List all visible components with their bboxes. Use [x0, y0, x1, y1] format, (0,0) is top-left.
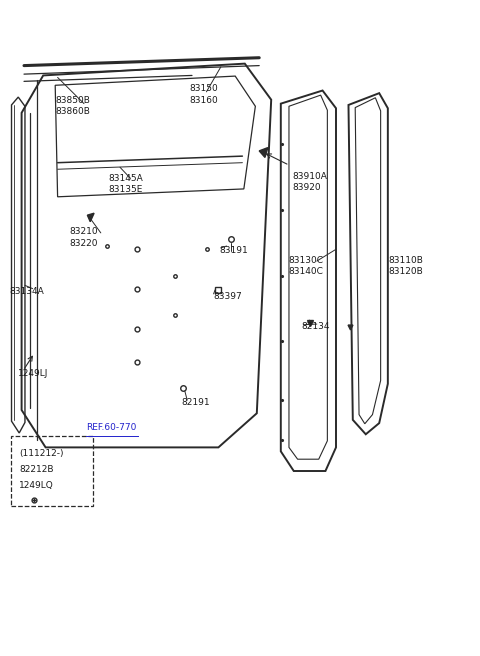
Text: REF.60-770: REF.60-770 — [86, 423, 137, 432]
Polygon shape — [87, 213, 94, 222]
Text: 82191: 82191 — [181, 398, 210, 407]
Text: (111212-): (111212-) — [19, 449, 64, 459]
Text: 83110B
83120B: 83110B 83120B — [389, 256, 424, 276]
Text: 83145A
83135E: 83145A 83135E — [108, 174, 143, 194]
Text: 83210
83220: 83210 83220 — [70, 228, 98, 247]
Text: 1249LJ: 1249LJ — [18, 369, 48, 379]
Text: 83910A
83920: 83910A 83920 — [293, 173, 328, 192]
Text: 1249LQ: 1249LQ — [19, 481, 54, 490]
Text: 83150
83160: 83150 83160 — [190, 85, 218, 104]
Text: 83134A: 83134A — [10, 287, 44, 296]
Text: 83191: 83191 — [220, 246, 249, 255]
Text: 82212B: 82212B — [19, 465, 54, 474]
Text: 82134: 82134 — [301, 322, 330, 331]
Text: 83130C
83140C: 83130C 83140C — [288, 256, 323, 276]
Text: 83397: 83397 — [214, 292, 242, 301]
Text: 83850B
83860B: 83850B 83860B — [55, 96, 90, 116]
Polygon shape — [259, 148, 268, 157]
